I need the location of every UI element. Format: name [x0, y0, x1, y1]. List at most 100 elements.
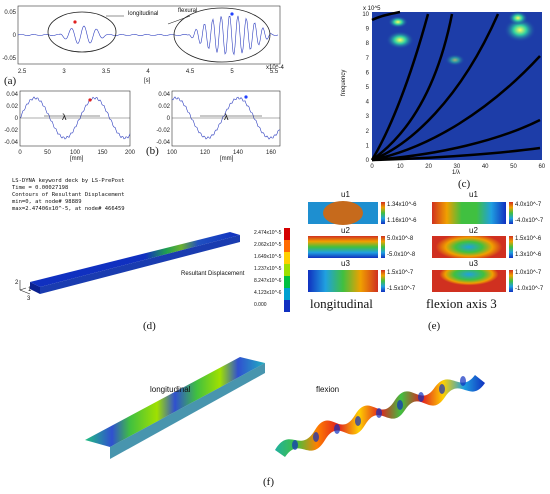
b-marker-red — [88, 98, 92, 102]
tick-label: 6 — [366, 70, 370, 76]
tick-label: 9 — [366, 27, 370, 33]
e-l3-max: 1.5x10^-7 — [387, 270, 414, 276]
tick-label: 0 — [366, 158, 370, 164]
tick-label: 10 — [362, 12, 369, 18]
e-l3-min: -1.5x10^-7 — [387, 286, 416, 292]
e-right-title-1: u1 — [469, 190, 478, 199]
legend-title: Resultant Displacement — [181, 271, 245, 277]
colorbar-swatch — [284, 228, 290, 240]
e-left-title-1: u1 — [341, 190, 350, 199]
dispersion-curve — [371, 13, 454, 162]
colorbar-label: 1.649x10^-5 — [254, 254, 282, 260]
axis-x-line — [19, 289, 31, 295]
dispersion-curve — [371, 118, 541, 162]
flexion-node — [313, 432, 319, 442]
tick-label: 4.5 — [186, 69, 195, 75]
tick-label: 20 — [425, 164, 432, 170]
tick-label: -0.04 — [156, 140, 170, 146]
e-r2-max: 1.5x10^-6 — [515, 236, 542, 242]
header-line: Time = 0.00027198 — [12, 185, 69, 191]
hotspot-1 — [386, 31, 414, 49]
beam-side — [40, 235, 240, 294]
hotspot-4 — [508, 11, 528, 25]
flexion-node — [397, 400, 403, 410]
e-right-caption: flexion axis 3 — [426, 296, 497, 311]
tick-label: 10 — [397, 164, 404, 170]
e-left-u3 — [308, 270, 378, 292]
header-line: Contours of Resultant Displacement — [12, 192, 125, 198]
panel-d-beam — [19, 232, 240, 295]
e-l1-max: 1.34x10^-6 — [387, 202, 417, 208]
colorbar-swatch — [284, 276, 290, 288]
left-lambda: λ — [62, 112, 67, 122]
e-l2-min: -5.0x10^-8 — [387, 252, 416, 258]
dispersion-curve — [370, 13, 430, 161]
flexion-node — [460, 376, 466, 386]
right-xunit: [mm] — [220, 156, 234, 162]
marker-blue — [230, 12, 234, 16]
tick-label: -0.04 — [4, 140, 18, 146]
f-left-label: longitudinal — [150, 385, 191, 394]
beam-top — [30, 232, 240, 287]
header-line: min=0, at node# 98889 — [12, 199, 82, 205]
tick-label: 0 — [167, 116, 171, 122]
panel-d-label: (d) — [143, 320, 156, 332]
colorbar-entry: 2.062x10^-5 — [254, 240, 290, 252]
flexion-node — [439, 384, 445, 394]
tick-label: 5 — [230, 69, 234, 75]
tick-label: 0 — [13, 33, 17, 39]
flexural-arrow — [167, 15, 191, 25]
tick-label: 0.02 — [6, 104, 18, 110]
c-ylabel: frequency — [341, 69, 347, 96]
tick-label: -0.02 — [4, 128, 18, 134]
longitudinal-strip-side — [110, 363, 265, 459]
axis-unit: [s] — [144, 78, 151, 84]
tick-label: 200 — [125, 150, 136, 156]
beam-end — [30, 282, 40, 294]
dispersion-curve — [371, 55, 541, 162]
colorbar-label: 8.247x10^-6 — [254, 278, 282, 284]
panel-a-label: (a) — [4, 75, 17, 87]
e-left-u2 — [308, 236, 378, 258]
right-lambda: λ — [224, 112, 229, 122]
e-left-title-3: u3 — [341, 259, 350, 268]
flexion-node — [418, 392, 424, 402]
tick-label: -0.05 — [2, 56, 16, 62]
hotspot-3 — [504, 18, 536, 42]
tick-label: 5 — [366, 85, 370, 91]
tick-label: 40 — [482, 164, 489, 170]
tick-label: 2.5 — [18, 69, 27, 75]
flexion-node — [292, 440, 298, 450]
colorbar-entry: 1.649x10^-5 — [254, 252, 290, 264]
tick-label: -0.02 — [156, 128, 170, 134]
e-right-u3 — [432, 270, 506, 292]
colorbar-label: 0.000 — [254, 302, 267, 308]
marker-red — [73, 20, 77, 24]
tick-label: 3.5 — [102, 69, 111, 75]
tick-label: 3 — [366, 114, 370, 120]
colorbar-label: 2.062x10^-5 — [254, 242, 282, 248]
tick-label: 2 — [366, 129, 370, 135]
tick-label: 50 — [44, 150, 51, 156]
tick-label: 1 — [366, 143, 370, 149]
f-right-label: flexion — [316, 385, 340, 394]
axis-exponent: x10^-4 — [266, 65, 284, 71]
dispersion-curve — [371, 146, 541, 162]
panel-f-render — [85, 357, 485, 459]
tick-label: 0.04 — [158, 92, 170, 98]
e-right-title-2: u2 — [469, 226, 478, 235]
axis-y-line — [19, 287, 27, 291]
tick-label: 0.05 — [4, 10, 16, 16]
c-yexp: x 10^5 — [363, 6, 381, 12]
tick-label: 60 — [538, 164, 545, 170]
colorbar-entry: 0.000 — [254, 300, 290, 312]
flexural-ellipse — [173, 7, 271, 63]
annot-longitudinal: longitudinal — [128, 11, 159, 17]
tick-label: 0 — [370, 164, 374, 170]
colorbar-entry: 4.123x10^-6 — [254, 288, 290, 300]
tick-label: 100 — [167, 150, 178, 156]
b-marker-blue — [244, 95, 248, 99]
longitudinal-strip-top — [85, 357, 265, 447]
header-line: max=2.47406x10^-5, at node# 466459 — [12, 206, 125, 212]
